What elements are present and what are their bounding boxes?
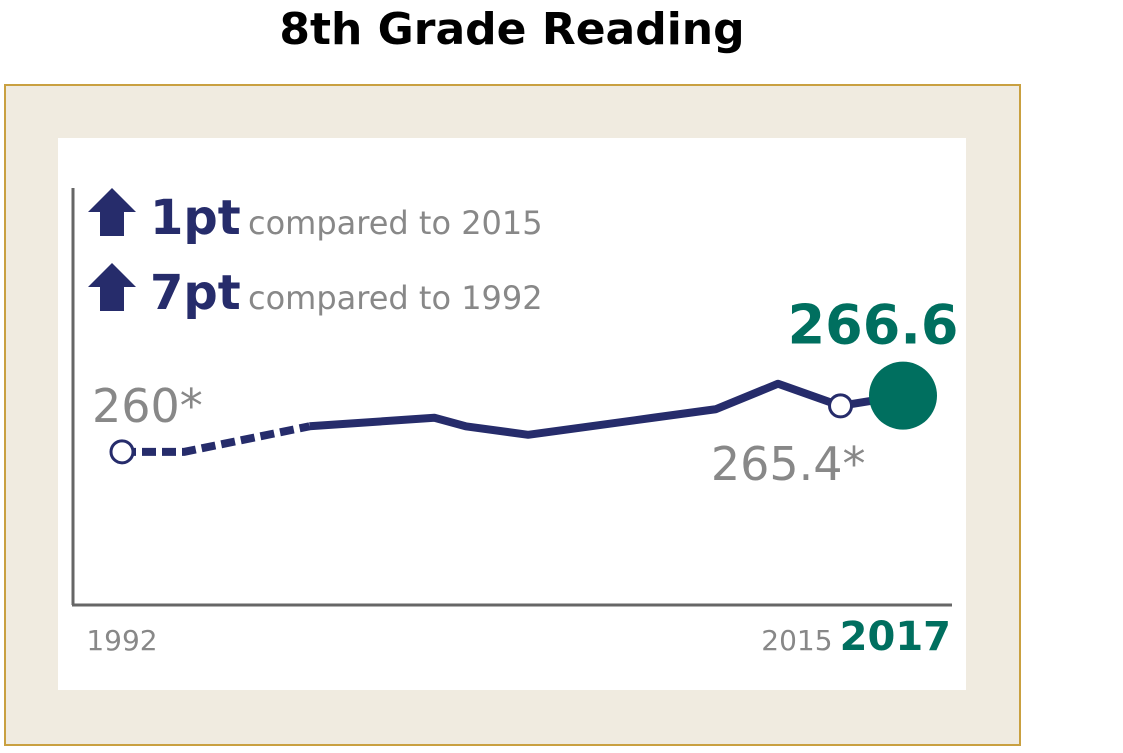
change-value: 1pt [150, 190, 241, 246]
change-value: 7pt [150, 265, 241, 321]
chart-title: 8th Grade Reading [279, 4, 744, 55]
change-text: compared to 1992 [248, 279, 543, 317]
x-tick-label: 1992 [86, 624, 157, 657]
value-label: 266.6 [788, 294, 959, 357]
marker [828, 393, 854, 419]
highlight-marker [869, 361, 937, 430]
x-tick-label: 2015 [761, 624, 832, 657]
value-label: 260* [92, 379, 203, 433]
change-text: compared to 2015 [248, 204, 543, 242]
data-line [122, 422, 311, 456]
plot-panel [58, 138, 966, 690]
up-arrow [88, 188, 136, 236]
data-line [309, 379, 904, 439]
x-tick-label: 2017 [840, 614, 951, 660]
up-arrow [88, 263, 136, 311]
marker [109, 439, 135, 465]
value-label: 265.4* [711, 437, 866, 491]
